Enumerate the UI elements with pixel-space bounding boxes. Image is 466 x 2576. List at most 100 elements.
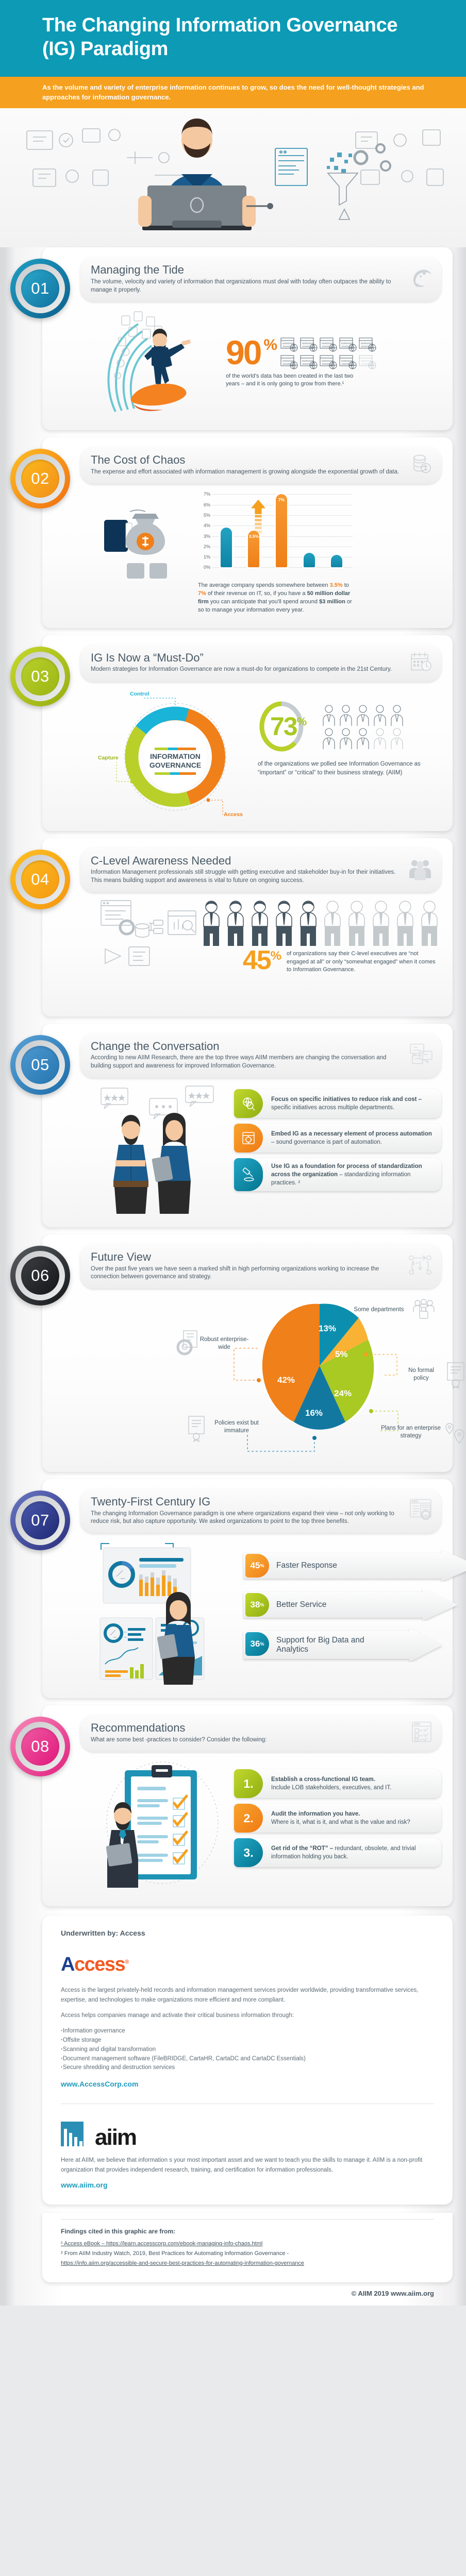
section-header-08: Recommendations What are some best -prac… xyxy=(80,1715,441,1752)
gear-window-icon xyxy=(234,1124,263,1153)
section-header-01: Managing the Tide The volume, velocity a… xyxy=(80,257,441,302)
two-people-talking-illustration xyxy=(98,1085,227,1214)
bar-3: 7% xyxy=(275,494,287,568)
benefit-3-pct: % xyxy=(260,1641,264,1647)
benefit-row-1[interactable]: 45% Faster Response xyxy=(242,1550,466,1582)
chart-bars: 3.5% 7% xyxy=(212,494,351,568)
svg-text:10110110: 10110110 xyxy=(361,345,371,348)
svg-text:010010101: 010010101 xyxy=(302,360,314,362)
bar-4 xyxy=(303,553,315,568)
recommendations-list: 1. Establish a cross-functional IG team.… xyxy=(234,1769,441,1868)
reference-item-3[interactable]: https://info.aiim.org/accessible-and-sec… xyxy=(61,2260,304,2266)
rec-3-rest: redundant, obsolete, and trivial informa… xyxy=(271,1845,416,1860)
list-item-text: Use IG as a foundation for process of st… xyxy=(263,1158,441,1191)
sponsor-card: Underwritten by: Access Access® Access i… xyxy=(42,1916,453,2205)
access-services-list: Information governance Offsite storage S… xyxy=(61,2027,434,2073)
people-icon-grid xyxy=(321,704,405,749)
section-header-03: IG Is Now a “Must-Do” Modern strategies … xyxy=(80,645,441,682)
section-number-ring-06: 06 xyxy=(10,1246,70,1306)
access-paragraph-2: Access helps companies manage and activa… xyxy=(61,2012,294,2019)
executive-icon xyxy=(227,901,244,946)
section-number-02: 02 xyxy=(21,460,59,498)
executive-icon-faded xyxy=(324,901,341,946)
step-2-num: 2. xyxy=(243,1811,254,1825)
ig-donut-diagram: INFORMATION GOVERNANCE xyxy=(98,689,253,818)
strategy-flow-icon xyxy=(407,1253,433,1279)
pie-value-13: 13% xyxy=(319,1324,337,1334)
access-logo-rest: ccess xyxy=(74,1954,126,1976)
reference-item-2: ² From AIIM Industry Watch, 2019, Best P… xyxy=(61,2250,289,2257)
dashboard-woman-illustration xyxy=(98,1540,237,1685)
list-item: Offsite storage xyxy=(61,2036,434,2045)
benefit-2-pct: % xyxy=(260,1602,264,1608)
rec-1-bold: Establish a cross-functional IG team. xyxy=(271,1776,375,1783)
pie-label-plans-enterprise: Plans for an enterprise strategy xyxy=(381,1425,441,1439)
stat-45-value: 45 xyxy=(242,945,272,976)
svg-text:10110110: 10110110 xyxy=(341,363,352,365)
policy-doc-icon xyxy=(188,1416,205,1443)
benefit-row-2[interactable]: 38% Better Service xyxy=(242,1589,458,1621)
section-number-06: 06 xyxy=(21,1257,59,1295)
list-item[interactable]: Use IG as a foundation for process of st… xyxy=(234,1158,441,1192)
calendar-clock-icon xyxy=(409,651,433,676)
benefit-1-pct: % xyxy=(260,1563,264,1569)
list-item[interactable]: Focus on specific initiatives to reduce … xyxy=(234,1089,441,1118)
section-desc-02: The expense and effort associated with i… xyxy=(91,468,400,475)
section-number-05: 05 xyxy=(21,1046,59,1084)
list-item: Scanning and digital transformation xyxy=(61,2045,434,2055)
executive-icon-faded xyxy=(348,901,365,946)
section-06: 06 Future View Over the past five years … xyxy=(10,1234,464,1472)
bar-1 xyxy=(220,528,232,568)
page-title: The Changing Information Governance (IG)… xyxy=(42,14,398,60)
section-header-04: C-Level Awareness Needed Information Man… xyxy=(80,848,441,893)
globe-icon-grid: 010010101 10110110 010010101 10110110 0100… xyxy=(280,337,376,370)
ytick: 1% xyxy=(203,554,210,560)
list-item[interactable]: Embed IG as a necessary element of proce… xyxy=(234,1124,441,1153)
bar-chart-it-spend: 7% 6% 5% 4% 3% 2% 1% 0% 3.5% xyxy=(198,491,353,578)
step-3-num: 3. xyxy=(243,1845,254,1859)
donut-label-control: Control xyxy=(130,691,149,698)
list-item[interactable]: 3. Get rid of the “ROT” – redundant, obs… xyxy=(234,1838,441,1868)
woman-presenter-icon xyxy=(157,1592,195,1685)
executives-icon xyxy=(408,857,433,883)
infographic-page: The Changing Information Governance (IG)… xyxy=(0,0,466,2306)
donut-label-access: Access xyxy=(224,811,243,818)
reference-item-1[interactable]: ¹ Access eBook – https://learn.accesscor… xyxy=(61,2241,263,2247)
clipboard-man-illustration xyxy=(98,1759,227,1893)
stat-45-block: 45 % of organizations say their C-level … xyxy=(173,945,441,976)
list-item[interactable]: 2. Audit the information you have. Where… xyxy=(234,1804,441,1833)
certificate-icon xyxy=(447,1362,464,1389)
access-logo: Access® xyxy=(61,1955,434,1974)
benefit-row-3[interactable]: 36% Support for Big Data and Analytics xyxy=(242,1628,442,1663)
executive-icon-faded xyxy=(397,901,413,946)
benefits-arrows: 45% Faster Response 38% Better Service xyxy=(242,1540,466,1685)
section-number-07: 07 xyxy=(21,1501,59,1540)
step-1-num: 1. xyxy=(243,1776,254,1790)
ytick: 6% xyxy=(203,502,210,507)
man-suit-icon xyxy=(106,1802,138,1888)
underwritten-label: Underwritten by: Access xyxy=(61,1929,145,1938)
bar-2-label: 3.5% xyxy=(248,534,259,539)
stat-73-block: 73 % xyxy=(258,689,428,777)
stat-73-percent: % xyxy=(296,715,307,728)
globe-search-icon xyxy=(234,1089,263,1118)
svg-text:010010101: 010010101 xyxy=(302,342,314,345)
ytick: 0% xyxy=(203,565,210,570)
list-item[interactable]: 1. Establish a cross-functional IG team.… xyxy=(234,1769,441,1799)
benefit-2-label: Better Service xyxy=(276,1600,327,1609)
pie-label-policies-immature: Policies exist but immature xyxy=(214,1420,259,1434)
section-number-08: 08 xyxy=(21,1727,59,1766)
aiim-website-link[interactable]: www.aiim.org xyxy=(61,2181,108,2190)
section-desc-06: Over the past five years we have seen a … xyxy=(91,1265,379,1280)
svg-text:010010101: 010010101 xyxy=(341,342,353,345)
access-website-link[interactable]: www.AccessCorp.com xyxy=(61,2080,139,2089)
woman-icon xyxy=(152,1113,191,1214)
man-icon xyxy=(113,1115,148,1214)
s2-t6: you can anticipate that you'll spend aro… xyxy=(208,599,320,605)
item-bold: Focus on specific initiatives to reduce … xyxy=(271,1096,422,1103)
